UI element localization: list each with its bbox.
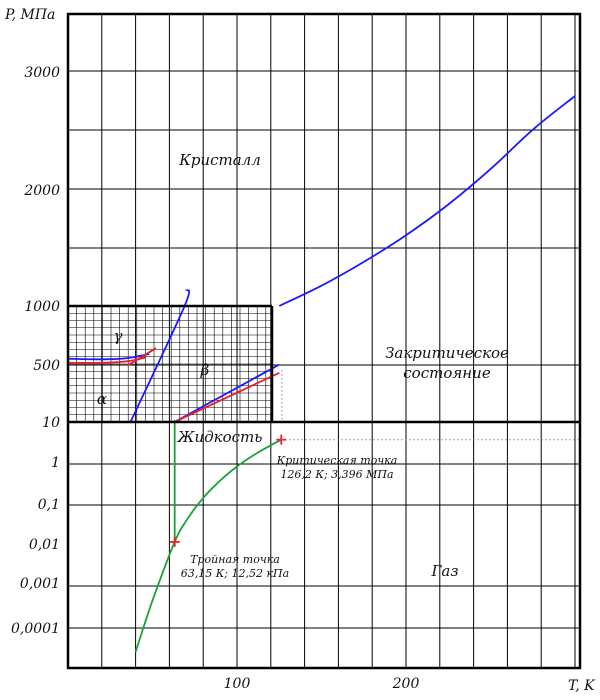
x-tick-label: 100 [224, 676, 251, 692]
critical-point-value: 126,2 К; 3,396 МПа [280, 468, 393, 481]
region-label-supercritical: Закритическое [385, 344, 509, 362]
series-lines [67, 95, 576, 653]
series-line-red_steep [126, 347, 157, 367]
triple-point-label: Тройная точка [190, 553, 280, 566]
region-label-liquid: Жидкость [177, 428, 263, 446]
series-line-vapor [134, 438, 282, 653]
series-line-melting_steep [129, 289, 191, 423]
series-line-melting_high [278, 95, 576, 307]
y-tick-label: 1000 [24, 299, 60, 315]
labels: P, МПа T, K 0,0001 0,001 0,01 0,1 1 10 500 1000 20… [4, 7, 596, 694]
critical-point-label: Критическая точка [276, 454, 398, 467]
phase-label-alpha: α [97, 390, 107, 408]
y-axis-label: P, МПа [4, 7, 55, 23]
series-line-beta_red [174, 371, 280, 423]
y-tick-label: 0,1 [38, 497, 60, 513]
region-label-crystal: Кристалл [178, 151, 261, 169]
series-line-alpha_gamma_blue [67, 353, 150, 361]
triple-point-value: 63,15 К; 12,52 кПа [181, 567, 289, 580]
region-label-supercritical: состояние [403, 364, 491, 382]
x-tick-label: 200 [392, 676, 420, 692]
plot-area-border [66, 12, 582, 670]
series-line-melting_mid [174, 363, 280, 423]
y-tick-label: 10 [42, 415, 60, 431]
y-tick-label: 500 [33, 358, 60, 374]
y-tick-label: 0,01 [29, 537, 60, 553]
y-tick-label: 0,0001 [11, 621, 60, 637]
grid [68, 14, 580, 668]
region-label-gas: Газ [430, 562, 458, 580]
y-tick-label: 2000 [23, 183, 60, 199]
phase-label-gamma: γ [114, 327, 123, 345]
phase-label-beta: β [200, 361, 210, 379]
y-tick-label: 3000 [24, 65, 60, 81]
x-axis-label: T, K [568, 678, 596, 694]
plot-frame [66, 12, 582, 670]
y-tick-label: 1 [51, 455, 60, 471]
fine-grid [68, 306, 272, 422]
y-tick-label: 0,001 [20, 576, 60, 592]
